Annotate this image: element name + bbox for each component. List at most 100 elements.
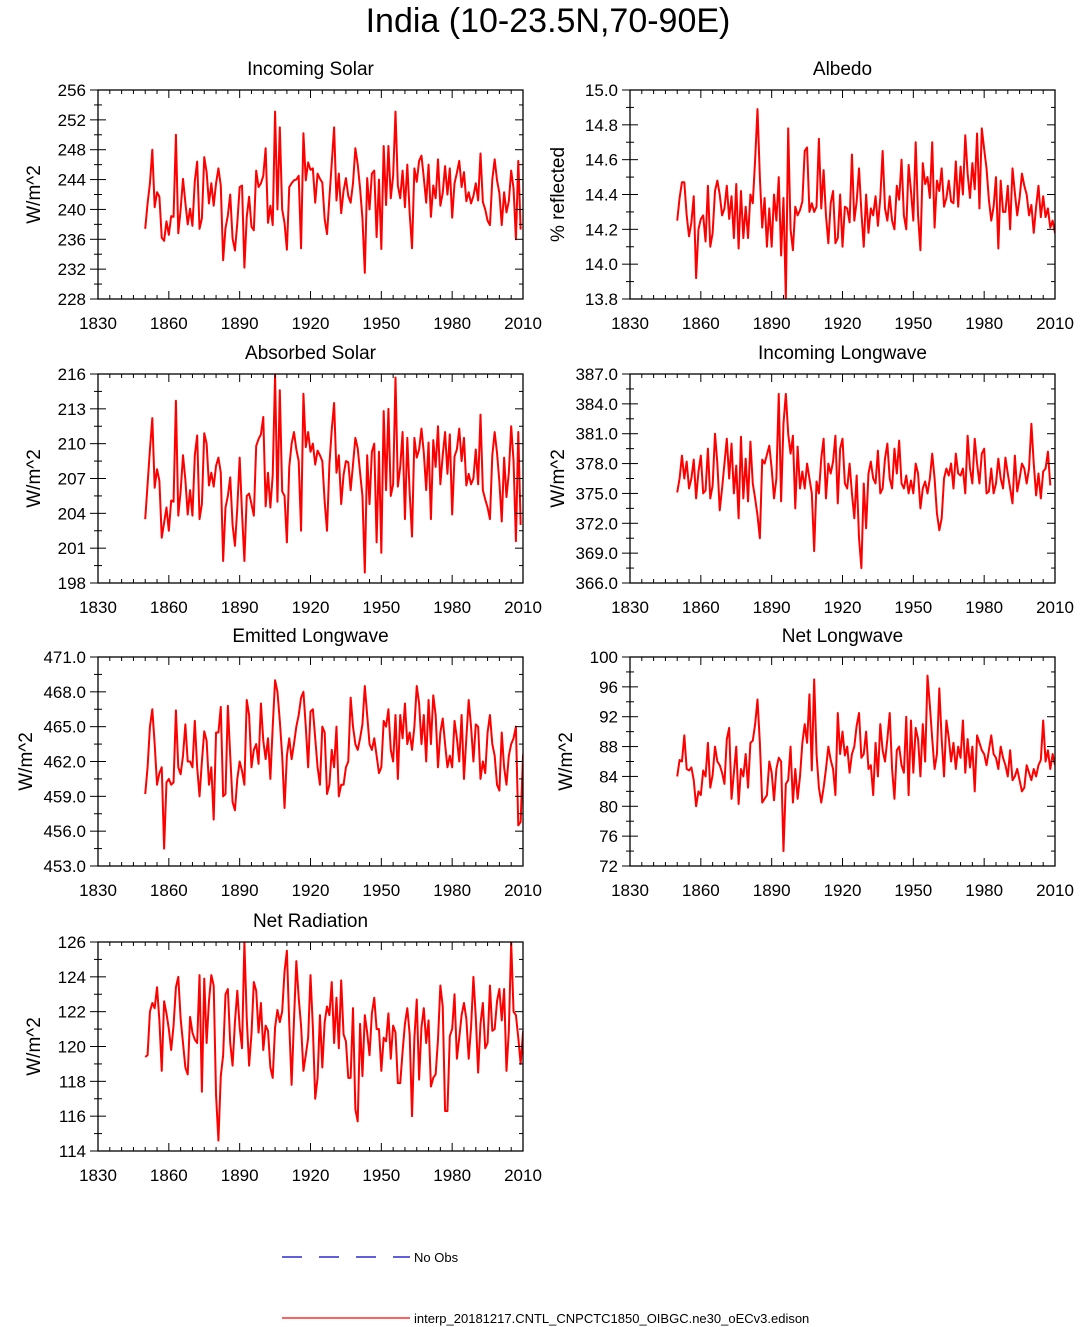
- panel-title: Net Radiation: [253, 911, 368, 932]
- x-tick-label: 1920: [292, 1166, 330, 1185]
- series-line-incoming-solar: [144, 110, 522, 274]
- y-tick-label: 88: [599, 738, 618, 757]
- x-tick-label: 1890: [221, 598, 259, 617]
- x-tick-label: 1950: [362, 881, 400, 900]
- y-tick-label: 14.4: [585, 186, 618, 205]
- y-axis-label: W/m^2: [16, 732, 37, 791]
- y-tick-label: 236: [58, 230, 86, 249]
- y-tick-label: 120: [58, 1038, 86, 1057]
- x-tick-label: 1890: [753, 314, 791, 333]
- x-tick-label: 1950: [894, 598, 932, 617]
- y-tick-label: 96: [599, 678, 618, 697]
- legend-label-model: interp_20181217.CNTL_CNPCTC1850_OIBGC.ne…: [414, 1311, 809, 1326]
- x-tick-label: 1890: [221, 881, 259, 900]
- y-axis-label: W/m^2: [556, 732, 577, 791]
- y-tick-label: 210: [58, 435, 86, 454]
- series-line-net-longwave: [676, 674, 1055, 853]
- panel-title: Incoming Solar: [247, 59, 374, 80]
- y-tick-label: 80: [599, 797, 618, 816]
- y-tick-label: 118: [59, 1072, 86, 1091]
- x-tick-label: 1920: [292, 314, 330, 333]
- y-tick-label: 72: [599, 857, 618, 876]
- x-tick-label: 1920: [824, 881, 862, 900]
- y-tick-label: 126: [58, 933, 86, 952]
- x-tick-label: 1950: [894, 314, 932, 333]
- y-tick-label: 216: [58, 365, 86, 384]
- panels: 1830 1860 1890 1920 1950 1980 2010 228 232 236 240…: [16, 59, 1074, 1185]
- y-tick-label: 14.2: [585, 220, 618, 239]
- x-tick-label: 1950: [894, 881, 932, 900]
- y-tick-label: 114: [59, 1142, 86, 1161]
- y-tick-label: 232: [58, 260, 86, 279]
- y-tick-label: 204: [58, 504, 86, 523]
- y-tick-label: 76: [599, 827, 618, 846]
- y-tick-label: 244: [58, 171, 86, 190]
- y-tick-label: 372.0: [575, 514, 618, 533]
- plot-frame-incoming-solar: [97, 89, 524, 300]
- y-tick-label: 375.0: [575, 484, 618, 503]
- panel-title: Albedo: [813, 59, 872, 80]
- y-tick-label: 14.8: [585, 116, 618, 135]
- x-tick-label: 1920: [824, 598, 862, 617]
- x-tick-label: 1830: [611, 598, 649, 617]
- x-tick-label: 1920: [292, 598, 330, 617]
- y-tick-label: 252: [58, 111, 86, 130]
- x-tick-label: 2010: [504, 314, 542, 333]
- series-line-absorbed-solar: [144, 374, 522, 574]
- x-tick-label: 1830: [79, 314, 117, 333]
- y-tick-label: 456.0: [43, 822, 86, 841]
- y-tick-label: 207: [58, 470, 86, 489]
- panel-incoming-longwave: 1830 1860 1890 1920 1950 1980 2010 366.0 369.0 37…: [548, 343, 1074, 617]
- y-tick-label: 468.0: [43, 683, 86, 702]
- y-tick-label: 471.0: [43, 648, 86, 667]
- panel-title: Incoming Longwave: [758, 343, 927, 364]
- plot-frame-net-longwave: [629, 656, 1056, 867]
- y-tick-label: 366.0: [575, 574, 618, 593]
- legend: No Obs interp_20181217.CNTL_CNPCTC1850_O…: [282, 1250, 809, 1326]
- y-tick-label: 453.0: [43, 857, 86, 876]
- y-tick-label: 381.0: [575, 425, 618, 444]
- y-axis-label: W/m^2: [548, 449, 569, 508]
- y-tick-label: 14.6: [585, 151, 618, 170]
- panel-albedo: 1830 1860 1890 1920 1950 1980 2010 13.8 14.0 14.2…: [548, 59, 1074, 333]
- x-tick-label: 1830: [611, 314, 649, 333]
- y-tick-label: 256: [58, 81, 86, 100]
- panel-absorbed-solar: 1830 1860 1890 1920 1950 1980 2010 198 201 204 207…: [24, 343, 542, 617]
- plot-frame-absorbed-solar: [97, 373, 524, 584]
- y-tick-label: 465.0: [43, 718, 86, 737]
- x-tick-label: 1860: [150, 314, 188, 333]
- y-tick-label: 384.0: [575, 395, 618, 414]
- y-tick-label: 369.0: [575, 544, 618, 563]
- y-tick-label: 100: [590, 648, 618, 667]
- x-tick-label: 1860: [150, 881, 188, 900]
- series-line-albedo: [676, 108, 1055, 299]
- panel-title: Net Longwave: [782, 626, 903, 647]
- series-line-emitted-longwave: [144, 679, 523, 850]
- y-tick-label: 201: [58, 539, 86, 558]
- x-tick-label: 1980: [433, 1166, 471, 1185]
- y-axis-label: W/m^2: [24, 1017, 45, 1076]
- series-line-net-radiation: [144, 942, 523, 1142]
- y-tick-label: 92: [599, 708, 618, 727]
- panel-net-radiation: 1830 1860 1890 1920 1950 1980 2010 114 116 118 120…: [24, 911, 542, 1185]
- y-tick-label: 248: [58, 141, 86, 160]
- y-axis-label: W/m^2: [24, 165, 45, 224]
- x-tick-label: 1980: [433, 881, 471, 900]
- x-tick-label: 1980: [965, 881, 1003, 900]
- y-tick-label: 213: [58, 400, 86, 419]
- x-tick-label: 1920: [824, 314, 862, 333]
- x-tick-label: 1890: [221, 1166, 259, 1185]
- y-tick-label: 462.0: [43, 753, 86, 772]
- y-tick-label: 14.0: [585, 255, 618, 274]
- legend-label-no-obs: No Obs: [414, 1250, 459, 1265]
- x-tick-label: 1890: [753, 598, 791, 617]
- x-tick-label: 1830: [611, 881, 649, 900]
- y-tick-label: 240: [58, 200, 86, 219]
- x-tick-label: 1890: [221, 314, 259, 333]
- x-tick-label: 2010: [1036, 598, 1074, 617]
- x-tick-label: 1860: [682, 881, 720, 900]
- plot-frame-albedo: [629, 89, 1056, 300]
- x-tick-label: 1830: [79, 598, 117, 617]
- x-tick-label: 1920: [292, 881, 330, 900]
- y-tick-label: 124: [58, 968, 86, 987]
